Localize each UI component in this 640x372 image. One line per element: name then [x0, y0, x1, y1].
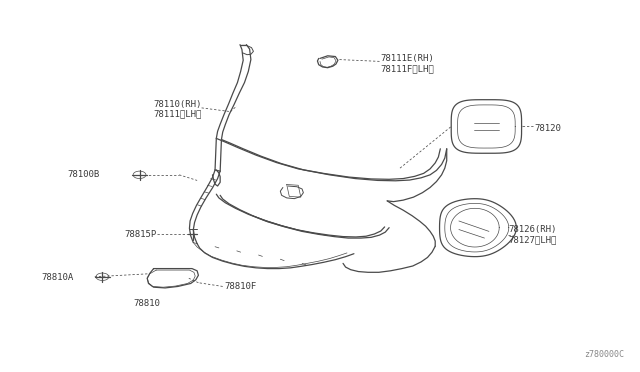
- Text: 78111F〈LH〉: 78111F〈LH〉: [381, 64, 435, 73]
- Text: 78810: 78810: [134, 299, 161, 308]
- Text: 78111〈LH〉: 78111〈LH〉: [153, 110, 202, 119]
- Text: 78126(RH): 78126(RH): [509, 225, 557, 234]
- Text: 78815P: 78815P: [125, 230, 157, 239]
- Text: 78120: 78120: [534, 124, 561, 133]
- Text: 78810F: 78810F: [224, 282, 256, 291]
- Text: 78127〈LH〉: 78127〈LH〉: [509, 235, 557, 244]
- Text: 78110(RH): 78110(RH): [153, 100, 202, 109]
- Text: 78111E(RH): 78111E(RH): [381, 54, 435, 63]
- Text: 78810A: 78810A: [42, 273, 74, 282]
- Text: 78100B: 78100B: [67, 170, 99, 179]
- Text: z780000C: z780000C: [584, 350, 624, 359]
